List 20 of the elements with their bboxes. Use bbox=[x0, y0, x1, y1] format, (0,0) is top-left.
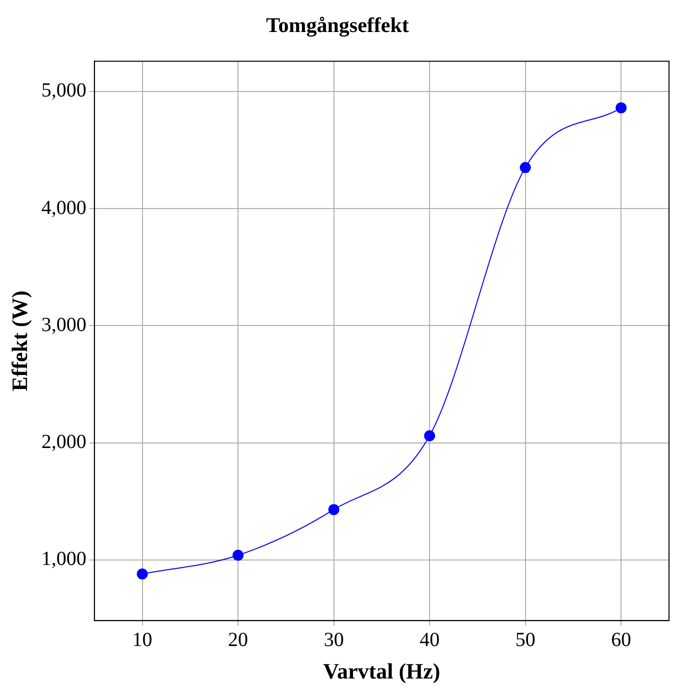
y-tick-label: 1,000 bbox=[41, 548, 86, 570]
point bbox=[616, 102, 627, 114]
x-axis-title: Varvtal (Hz) bbox=[323, 658, 440, 684]
point bbox=[328, 504, 340, 516]
x-tick-label: 40 bbox=[420, 628, 440, 651]
point bbox=[424, 430, 436, 442]
y-axis-title: Effekt (W) bbox=[6, 290, 32, 392]
y-tick-label: 2,000 bbox=[41, 431, 86, 454]
x-tick-label: 30 bbox=[324, 628, 344, 651]
y-tick-label: 4,000 bbox=[41, 196, 86, 219]
x-tick-label: 20 bbox=[228, 628, 248, 651]
x-tick-label: 10 bbox=[132, 628, 152, 651]
y-tick-label: 3,000 bbox=[41, 314, 86, 336]
x-tick-label: 50 bbox=[515, 628, 536, 651]
point bbox=[136, 568, 148, 580]
y-tick-label: 5,000 bbox=[41, 80, 86, 102]
point bbox=[520, 162, 531, 174]
point bbox=[232, 550, 244, 561]
x-tick-label: 60 bbox=[611, 628, 632, 651]
chart-title: Tomgångseffekt bbox=[266, 13, 409, 38]
